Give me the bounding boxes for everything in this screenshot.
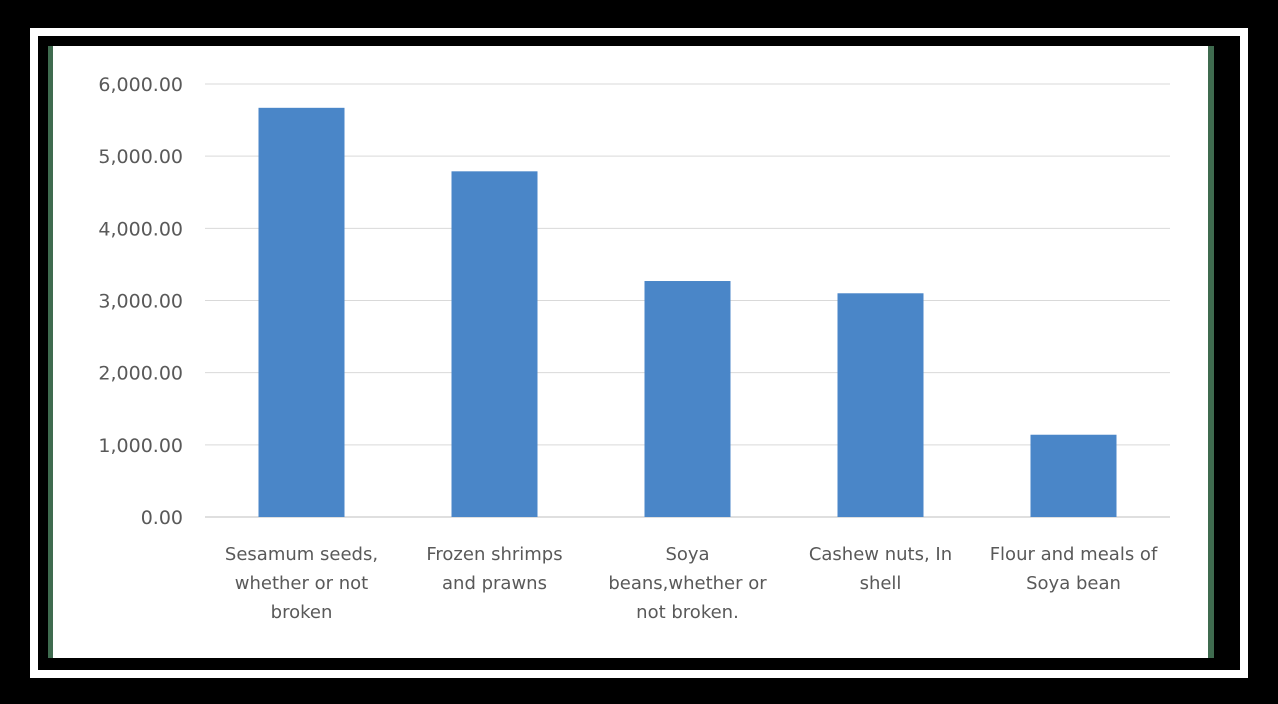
y-tick-label: 0.00 [141,507,183,529]
bar [644,281,731,517]
bar [451,171,538,517]
bar-chart: 0.00 1,000.00 2,000.00 3,000.00 4,000.00 5,00… [98,74,1170,623]
x-category-label: Sesamum seeds, whether or not broken [225,544,378,623]
x-category-label: Frozen shrimps and prawns [426,544,562,594]
y-tick-label: 2,000.00 [98,363,183,385]
y-tick-label: 3,000.00 [98,291,183,313]
x-category-label: Soya beans,whether or not broken. [608,544,767,623]
y-tick-label: 5,000.00 [98,146,183,168]
x-category-label: Cashew nuts, In shell [809,544,952,594]
x-category-label: Flour and meals of Soya bean [990,544,1158,594]
chart-panel: 0.00 1,000.00 2,000.00 3,000.00 4,000.00 5,00… [48,46,1214,658]
bar [837,293,924,517]
y-tick-label: 4,000.00 [98,218,183,240]
bar [258,107,345,517]
y-tick-label: 1,000.00 [98,435,183,457]
y-tick-label: 6,000.00 [98,74,183,96]
bar [1030,434,1117,517]
